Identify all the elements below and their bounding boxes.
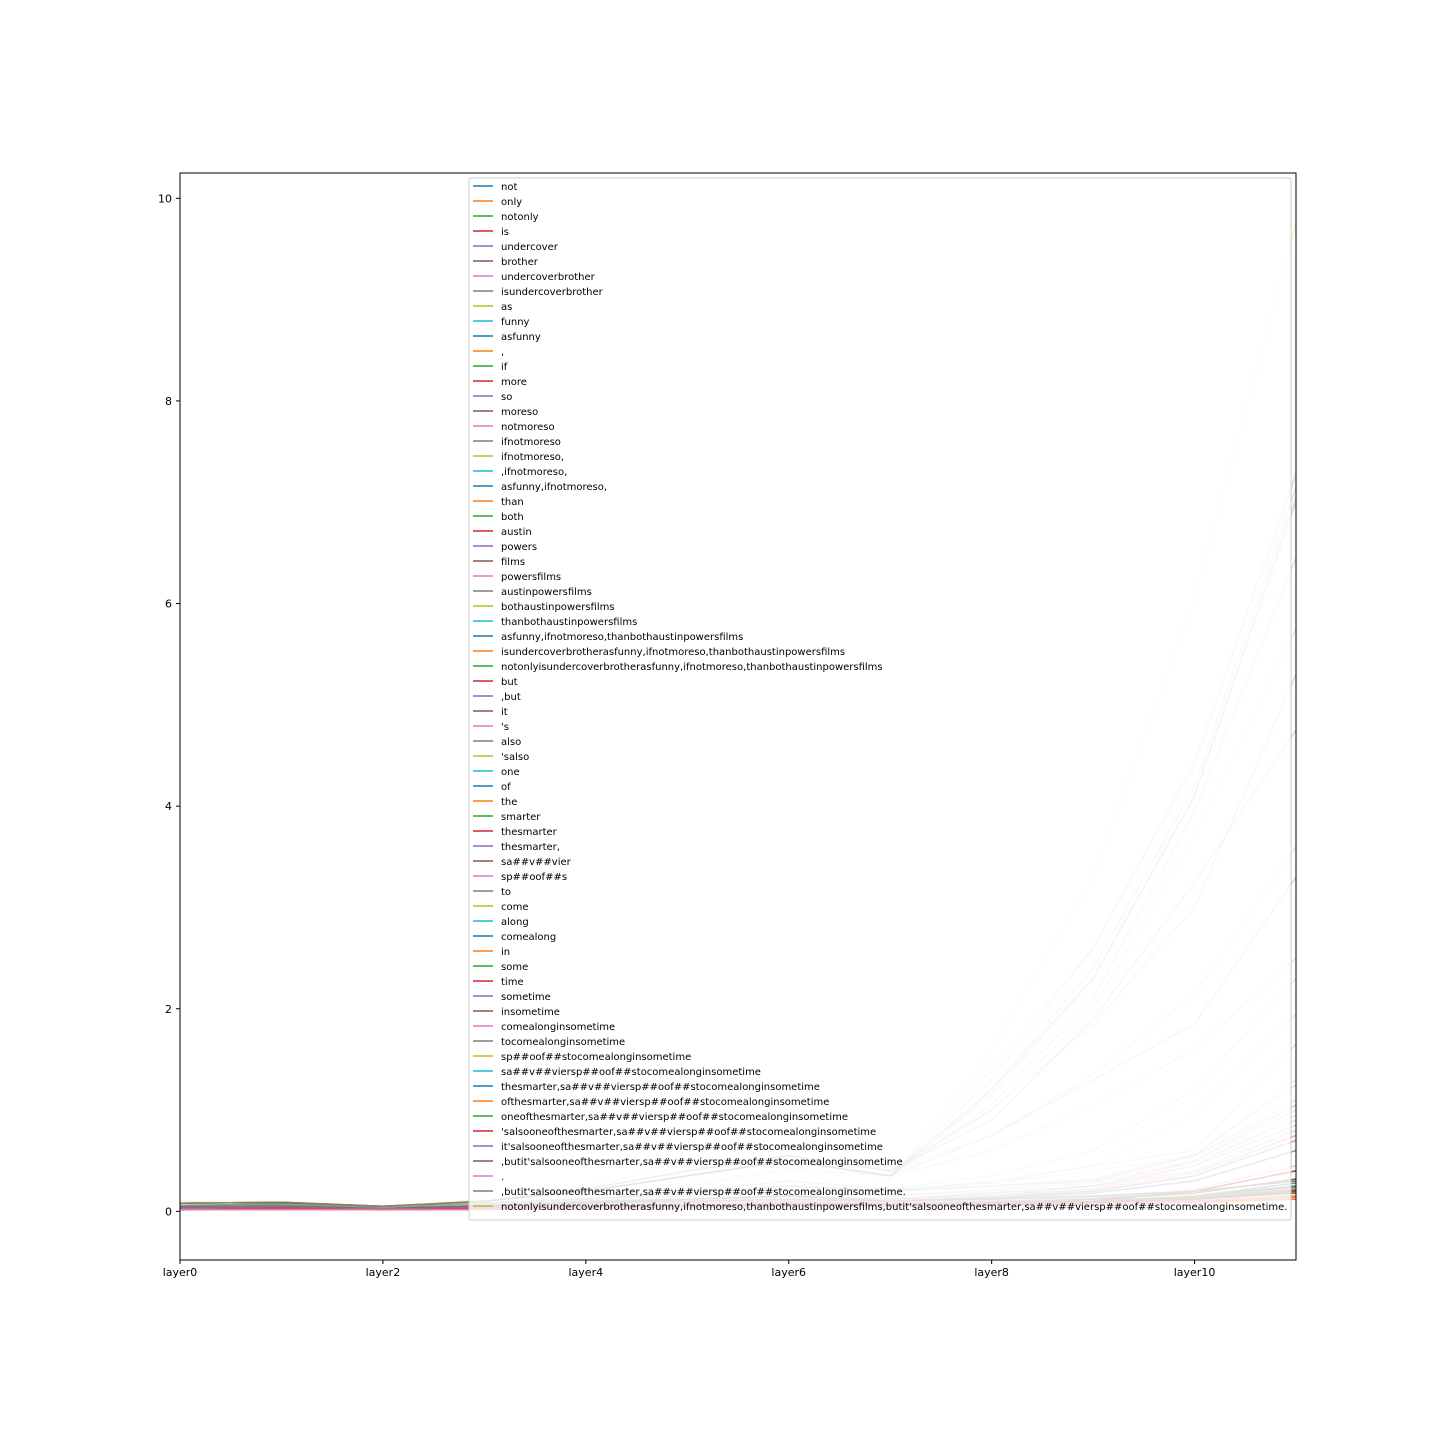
legend-label: 's	[501, 722, 509, 733]
legend-label: brother	[501, 257, 539, 268]
legend-label: along	[501, 917, 529, 928]
legend-label: austin	[501, 527, 532, 538]
legend-label: moreso	[501, 407, 538, 418]
legend-label: only	[501, 197, 522, 208]
legend-label: both	[501, 512, 524, 523]
legend-label: smarter	[501, 812, 541, 823]
legend-label: time	[501, 977, 524, 988]
legend: notonlynotonlyisundercoverbrotherunderco…	[468, 177, 1292, 1221]
x-tick-label: layer10	[1174, 1266, 1216, 1279]
y-tick-label: 0	[165, 1205, 172, 1218]
legend-label: not	[501, 182, 517, 193]
plot-frame	[179, 172, 1297, 1261]
legend-label: sp##oof##s	[501, 872, 567, 883]
legend-label: comealong	[501, 932, 556, 943]
legend-label: is	[501, 227, 509, 238]
legend-label: .	[501, 1172, 504, 1183]
x-tick-label: layer2	[366, 1266, 401, 1279]
legend-label: to	[501, 887, 511, 898]
x-tick-label: layer6	[771, 1266, 806, 1279]
legend-label: isundercoverbrotherasfunny,ifnotmoreso,t…	[501, 647, 845, 658]
legend-label: comealonginsometime	[501, 1022, 615, 1033]
legend-label: asfunny,ifnotmoreso,thanbothaustinpowers…	[501, 632, 743, 643]
legend-label: sa##v##vier	[501, 857, 572, 868]
y-tick-label: 6	[165, 598, 172, 611]
legend-label: tocomealonginsometime	[501, 1037, 625, 1048]
legend-label: 'salso	[501, 752, 529, 763]
legend-label: ,butit'salsooneofthesmarter,sa##v##viers…	[501, 1187, 906, 1198]
legend-label: it'salsooneofthesmarter,sa##v##viersp##o…	[501, 1142, 883, 1153]
legend-label: thesmarter,sa##v##viersp##oof##stocomeal…	[501, 1082, 820, 1093]
legend-label: bothaustinpowersfilms	[501, 602, 615, 613]
legend-label: isundercoverbrother	[501, 287, 604, 298]
legend-label: undercoverbrother	[501, 272, 596, 283]
y-tick-label: 4	[165, 800, 172, 813]
legend-label: 'salsooneofthesmarter,sa##v##viersp##oof…	[501, 1127, 876, 1138]
legend-label: than	[501, 497, 524, 508]
legend-label: the	[501, 797, 517, 808]
y-tick-label: 2	[165, 1003, 172, 1016]
legend-label: ,ifnotmoreso,	[501, 467, 567, 478]
legend-label: notonlyisundercoverbrotherasfunny,ifnotm…	[501, 1202, 1287, 1213]
x-tick-label: layer0	[163, 1266, 198, 1279]
legend-label: sa##v##viersp##oof##stocomealonginsometi…	[501, 1067, 761, 1078]
legend-label: asfunny,ifnotmoreso,	[501, 482, 607, 493]
legend-label: so	[501, 392, 512, 403]
legend-label: thesmarter	[501, 827, 558, 838]
legend-label: it	[501, 707, 508, 718]
legend-label: funny	[501, 317, 530, 328]
legend-label: films	[501, 557, 525, 568]
y-tick-label: 8	[165, 395, 172, 408]
legend-label: undercover	[501, 242, 559, 253]
legend-label: also	[501, 737, 521, 748]
legend-label: notmoreso	[501, 422, 555, 433]
legend-label: ,but	[501, 692, 521, 703]
legend-label: sp##oof##stocomealonginsometime	[501, 1052, 691, 1063]
legend-label: come	[501, 902, 529, 913]
legend-label: powersfilms	[501, 572, 561, 583]
legend-label: in	[501, 947, 510, 958]
legend-label: ,butit'salsooneofthesmarter,sa##v##viers…	[501, 1157, 903, 1168]
y-tick-label: 10	[158, 192, 172, 205]
legend-label: one	[501, 767, 520, 778]
legend-box	[468, 177, 1292, 1221]
legend-label: some	[501, 962, 528, 973]
x-tick-label: layer8	[974, 1266, 1009, 1279]
legend-label: notonlyisundercoverbrotherasfunny,ifnotm…	[501, 662, 883, 673]
legend-label: ofthesmarter,sa##v##viersp##oof##stocome…	[501, 1097, 829, 1108]
x-tick-label: layer4	[569, 1266, 604, 1279]
legend-label: ifnotmoreso,	[501, 452, 564, 463]
legend-label: insometime	[501, 1007, 560, 1018]
legend-label: powers	[501, 542, 537, 553]
legend-label: asfunny	[501, 332, 541, 343]
legend-label: oneofthesmarter,sa##v##viersp##oof##stoc…	[501, 1112, 848, 1123]
legend-label: as	[501, 302, 512, 313]
legend-label: thanbothaustinpowersfilms	[501, 617, 637, 628]
legend-label: but	[501, 677, 518, 688]
legend-label: of	[501, 782, 511, 793]
legend-label: ifnotmoreso	[501, 437, 561, 448]
axes: 0 2 4 6 8 10 layer0 layer2 layer4 layer6 layer8 lay…	[158, 172, 1297, 1279]
legend-label: ,	[501, 347, 504, 358]
legend-label: sometime	[501, 992, 551, 1003]
legend-label: more	[501, 377, 527, 388]
legend-label: if	[501, 362, 508, 373]
legend-label: austinpowersfilms	[501, 587, 592, 598]
legend-label: thesmarter,	[501, 842, 560, 853]
legend-label: notonly	[501, 212, 539, 223]
